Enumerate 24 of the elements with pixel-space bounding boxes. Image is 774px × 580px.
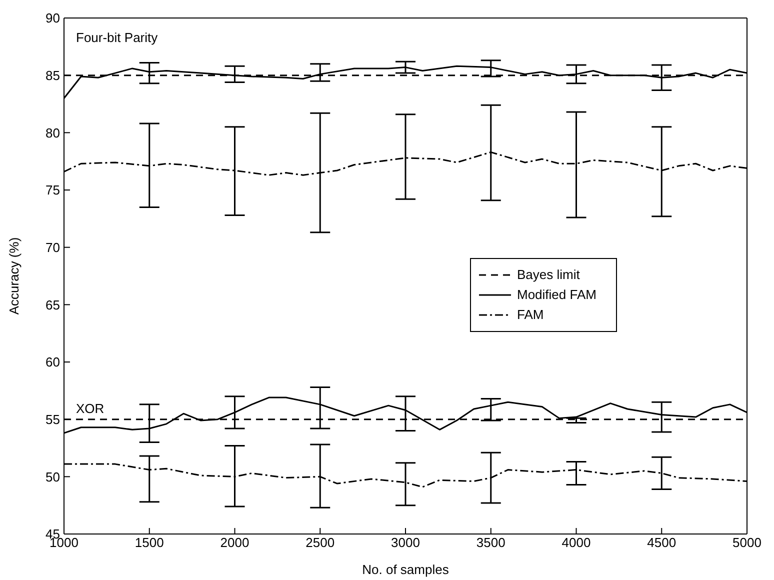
y-tick-label: 55 xyxy=(46,412,60,427)
annotation: XOR xyxy=(76,401,104,416)
y-tick-label: 90 xyxy=(46,10,60,26)
x-tick-label: 4500 xyxy=(647,535,676,550)
y-tick-label: 65 xyxy=(46,297,60,312)
x-tick-label: 4000 xyxy=(562,535,591,550)
legend-label: Bayes limit xyxy=(517,267,580,282)
x-tick-label: 5000 xyxy=(732,535,762,550)
annotation: Four-bit Parity xyxy=(76,30,158,45)
legend-label: Modified FAM xyxy=(517,287,596,302)
x-tick-label: 1500 xyxy=(134,535,164,550)
y-axis-title: Accuracy (%) xyxy=(6,237,22,315)
x-tick-label: 3500 xyxy=(476,535,506,550)
y-tick-label: 50 xyxy=(46,469,60,484)
legend-label: FAM xyxy=(517,307,544,322)
y-tick-label: 85 xyxy=(46,68,60,83)
y-tick-label: 70 xyxy=(46,240,60,255)
y-tick-label: 60 xyxy=(46,354,60,370)
x-tick-label: 3000 xyxy=(391,535,420,550)
x-tick-label: 2500 xyxy=(306,535,335,550)
x-axis-title: No. of samples xyxy=(362,562,450,577)
x-tick-label: 2000 xyxy=(220,535,250,550)
y-tick-label: 80 xyxy=(46,125,60,140)
y-tick-label: 75 xyxy=(46,182,60,198)
